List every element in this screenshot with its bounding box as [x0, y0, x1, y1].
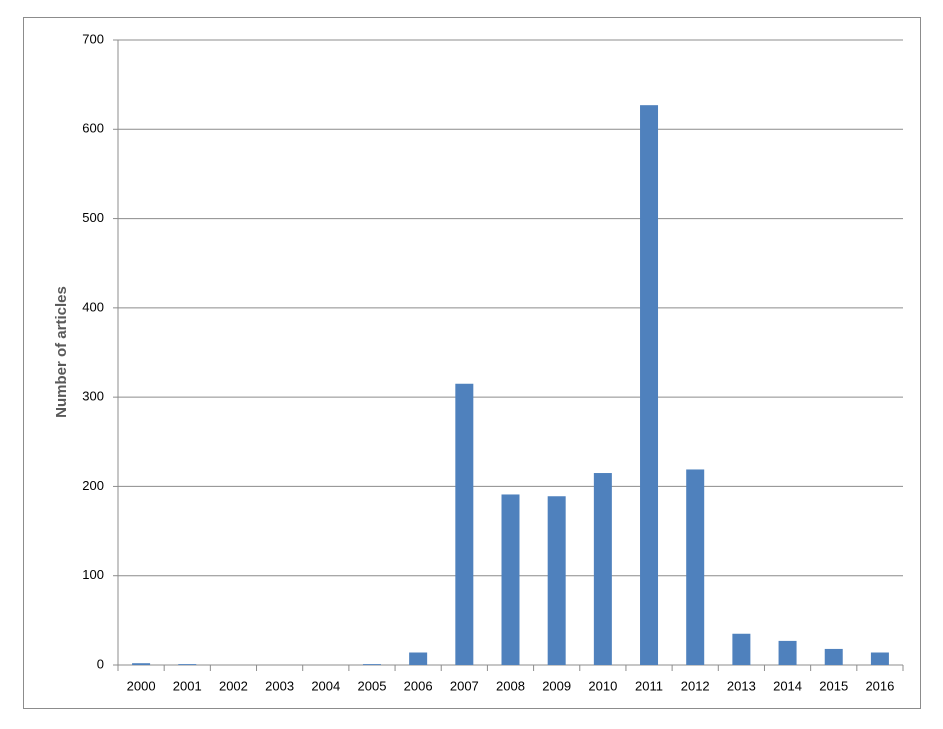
bar	[362, 664, 381, 665]
x-tick-label: 2015	[819, 678, 848, 693]
x-tick-label: 2016	[865, 678, 894, 693]
bar	[455, 383, 474, 665]
x-tick-label: 2000	[127, 678, 156, 693]
x-tick-label: 2014	[773, 678, 802, 693]
x-tick-label: 2003	[265, 678, 294, 693]
y-tick-label: 500	[82, 210, 104, 225]
x-tick-label: 2011	[635, 678, 663, 693]
bar	[547, 496, 566, 665]
y-tick-label: 400	[82, 299, 104, 314]
x-tick-label: 2009	[542, 678, 571, 693]
bar	[686, 469, 705, 665]
x-tick-label: 2010	[588, 678, 617, 693]
x-tick-label: 2007	[450, 678, 479, 693]
bar	[778, 640, 797, 665]
x-tick-label: 2001	[173, 678, 202, 693]
y-tick-label: 100	[82, 567, 104, 582]
bar	[409, 652, 428, 665]
y-tick-label: 600	[82, 121, 104, 136]
bar	[824, 648, 843, 665]
bar	[178, 664, 197, 665]
x-tick-label: 2005	[358, 678, 387, 693]
y-axis-label: Number of articles	[53, 286, 70, 418]
y-tick-label: 700	[82, 31, 104, 46]
y-tick-label: 200	[82, 478, 104, 493]
bar	[501, 494, 520, 665]
x-tick-label: 2004	[311, 678, 340, 693]
bar	[132, 663, 151, 665]
x-tick-label: 2008	[496, 678, 525, 693]
x-tick-label: 2013	[727, 678, 756, 693]
bar	[640, 105, 659, 665]
y-tick-label: 0	[97, 656, 104, 671]
bar	[593, 473, 612, 665]
x-tick-label: 2012	[681, 678, 710, 693]
bar	[732, 633, 751, 665]
x-tick-label: 2006	[404, 678, 433, 693]
x-tick-label: 2002	[219, 678, 248, 693]
bar	[870, 652, 889, 665]
y-tick-label: 300	[82, 389, 104, 404]
